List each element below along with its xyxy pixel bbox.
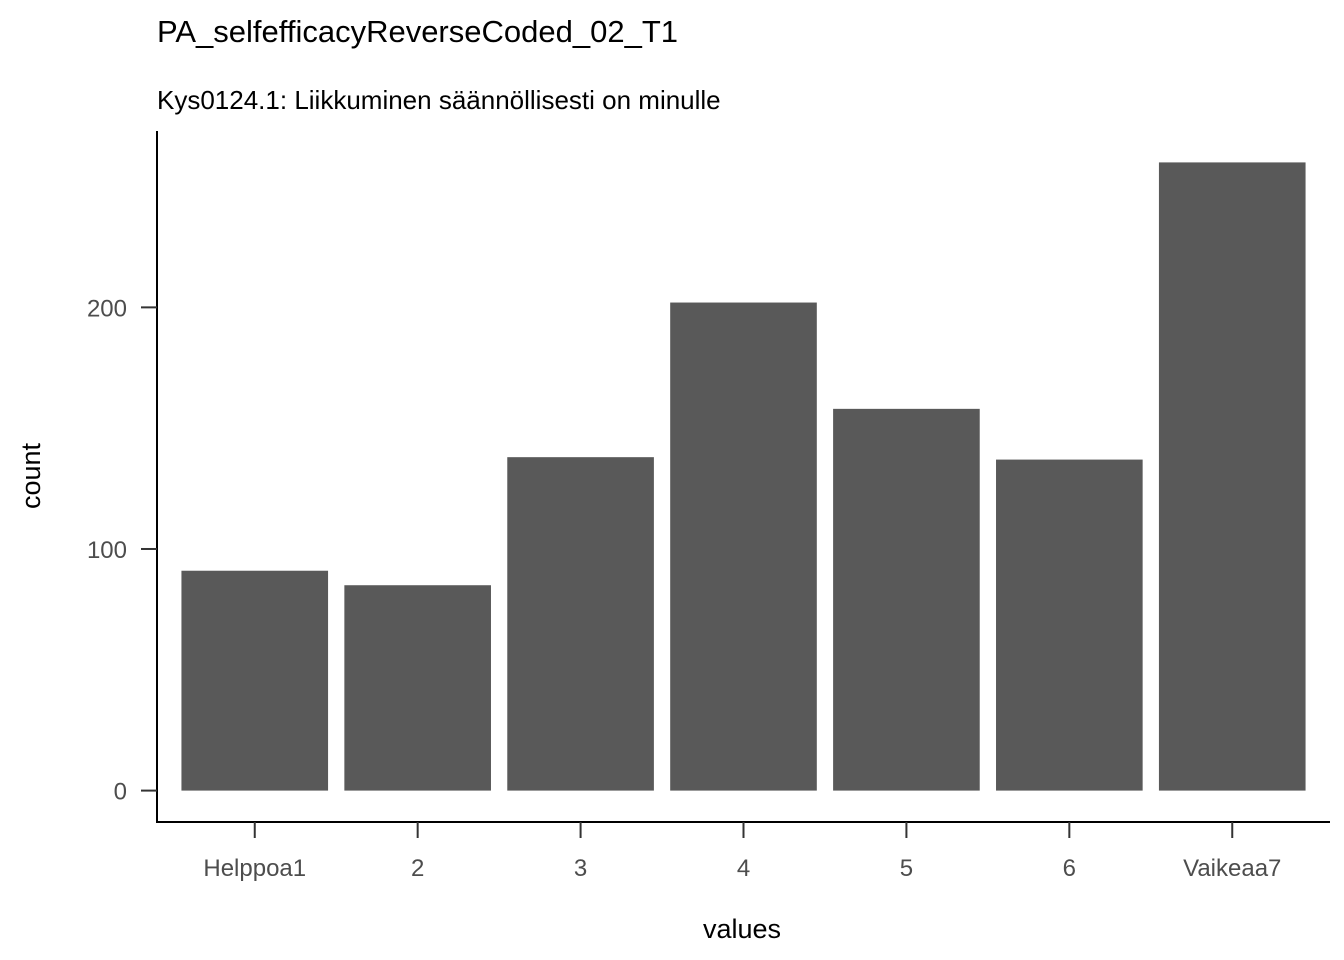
x-tick-label: 3 — [574, 855, 587, 882]
y-tick-label: 200 — [87, 295, 127, 322]
x-tick-label: 5 — [900, 855, 913, 882]
x-tick-label: Vaikeaa7 — [1183, 855, 1281, 882]
x-tick-label: 4 — [737, 855, 750, 882]
x-tick-label: Helppoa1 — [203, 855, 306, 882]
bar-3 — [507, 457, 654, 791]
y-axis-ticks: 0 100 200 — [87, 295, 157, 806]
chart-title: PA_selfefficacyReverseCoded_02_T1 — [157, 14, 678, 49]
bar-5 — [833, 408, 980, 791]
x-tick-label: 6 — [1063, 855, 1076, 882]
bar-6 — [996, 459, 1143, 791]
y-axis-title: count — [16, 442, 46, 509]
bars-group — [181, 162, 1306, 791]
x-tick-label: 2 — [411, 855, 424, 882]
bar-Helppoa1 — [181, 570, 329, 791]
y-tick-label: 100 — [87, 537, 127, 564]
bar-4 — [670, 302, 817, 791]
bar-2 — [344, 585, 491, 791]
x-axis-ticks: Helppoa1 2 3 4 5 6 Vaikeaa7 — [203, 822, 1281, 882]
x-axis-title: values — [703, 914, 781, 944]
chart-subtitle: Kys0124.1: Liikkuminen säännöllisesti on… — [157, 85, 721, 115]
y-tick-label: 0 — [114, 779, 127, 806]
bar-Vaikeaa7 — [1158, 162, 1306, 791]
